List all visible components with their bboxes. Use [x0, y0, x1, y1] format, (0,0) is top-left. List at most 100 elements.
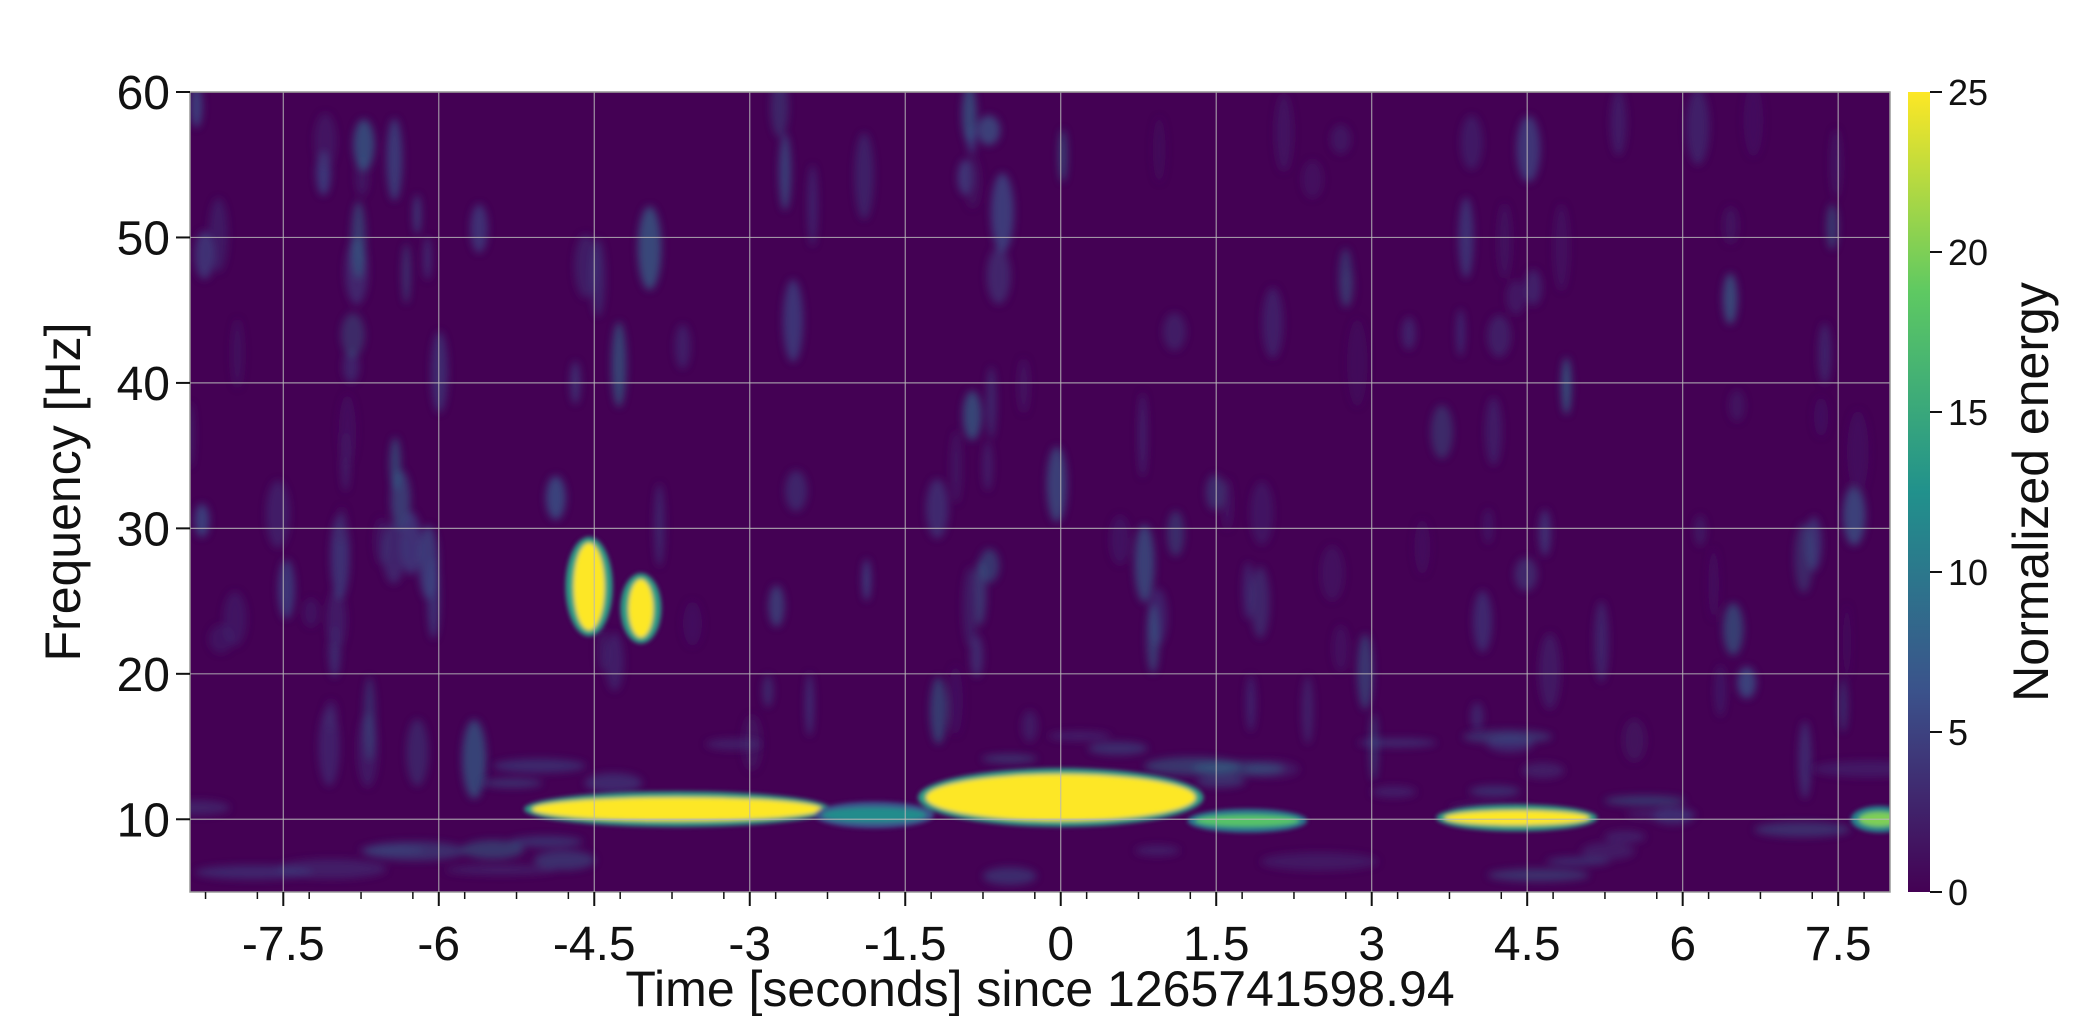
y-tick-label: 40 — [117, 358, 170, 411]
y-tick-label: 60 — [117, 67, 170, 120]
band-streak — [1469, 785, 1521, 797]
texture-streak — [950, 430, 963, 504]
texture-streak — [1245, 675, 1256, 732]
texture-streak — [966, 125, 977, 155]
band-streak — [1625, 810, 1697, 819]
band-streak — [1487, 868, 1590, 882]
texture-streak — [654, 483, 665, 567]
x-tick-label: -3 — [728, 918, 771, 971]
texture-streak — [427, 558, 440, 639]
texture-streak — [770, 92, 789, 138]
texture-streak — [400, 511, 422, 575]
texture-streak — [231, 318, 244, 389]
texture-streak — [190, 402, 195, 468]
texture-streak — [1686, 92, 1710, 165]
texture-streak — [1743, 92, 1764, 157]
texture-streak — [637, 206, 662, 290]
x-tick-label: 7.5 — [1805, 918, 1872, 971]
texture-streak — [970, 635, 984, 678]
y-tick-label: 20 — [117, 649, 170, 702]
texture-streak — [1301, 160, 1324, 199]
band-streak — [363, 841, 467, 861]
texture-streak — [326, 588, 347, 652]
texture-streak — [402, 243, 411, 304]
texture-streak — [1794, 522, 1813, 594]
hot-region — [822, 807, 926, 823]
band-streak — [533, 850, 596, 871]
texture-streak — [1369, 712, 1379, 781]
texture-streak — [605, 632, 624, 691]
texture-streak — [413, 194, 422, 235]
texture-streak — [190, 92, 203, 128]
band-streak — [1604, 795, 1686, 806]
texture-streak — [1146, 603, 1160, 674]
band-streak — [1088, 741, 1148, 756]
texture-streak — [1524, 269, 1543, 306]
x-tick-label: -7.5 — [242, 918, 325, 971]
texture-streak — [986, 366, 997, 439]
texture-streak — [1694, 515, 1706, 547]
texture-streak — [1338, 248, 1353, 308]
texture-streak — [1163, 312, 1186, 351]
texture-streak — [1250, 481, 1274, 545]
y-axis-label: Frequency [Hz] — [35, 322, 91, 661]
texture-streak — [1842, 604, 1851, 680]
texture-streak — [431, 331, 448, 413]
texture-streak — [1205, 474, 1225, 511]
x-tick-label: -1.5 — [864, 918, 947, 971]
x-axis-ticks: -7.5 -6 -4.5 -3 -1.5 0 1.5 3 4.5 6 7.5 — [204, 892, 1872, 971]
band-streak — [1812, 760, 1890, 778]
background-texture — [190, 92, 1869, 799]
band-streak — [1546, 856, 1611, 866]
band-streak — [509, 835, 583, 848]
band-streak — [1521, 762, 1565, 779]
texture-streak — [1262, 287, 1284, 359]
texture-streak — [1722, 273, 1738, 325]
texture-streak — [336, 506, 348, 544]
low-frequency-band — [190, 729, 1890, 886]
band-streak — [1357, 738, 1437, 748]
texture-streak — [1497, 203, 1512, 279]
band-streak — [1135, 845, 1180, 856]
texture-streak — [982, 441, 993, 491]
band-streak — [1370, 786, 1417, 798]
texture-streak — [590, 238, 606, 317]
texture-streak — [962, 566, 978, 648]
band-streak — [1260, 852, 1379, 871]
texture-streak — [266, 480, 290, 548]
texture-streak — [1138, 392, 1148, 478]
y-tick-label: 10 — [117, 794, 170, 847]
hot-region — [573, 542, 605, 631]
texture-streak — [386, 118, 403, 201]
texture-streak — [1842, 485, 1866, 546]
colorbar-ticks: 0 5 10 15 20 25 — [1930, 72, 1988, 913]
texture-streak — [406, 719, 429, 787]
texture-streak — [1483, 508, 1494, 544]
texture-streak — [1058, 129, 1067, 183]
band-streak — [705, 738, 762, 750]
band-streak — [981, 754, 1038, 764]
texture-streak — [363, 676, 376, 761]
colorbar-tick-label: 5 — [1948, 712, 1968, 753]
texture-streak — [1538, 509, 1551, 557]
texture-streak — [278, 559, 295, 620]
texture-streak — [1506, 280, 1526, 315]
texture-streak — [1622, 718, 1646, 762]
texture-streak — [1301, 675, 1314, 745]
texture-streak — [1594, 600, 1609, 683]
texture-streak — [1553, 203, 1570, 292]
band-streak — [445, 865, 556, 875]
texture-streak — [1539, 633, 1561, 710]
x-tick-label: 3 — [1358, 918, 1385, 971]
hot-region — [1195, 814, 1300, 827]
texture-streak — [1818, 322, 1832, 385]
band-streak — [584, 773, 643, 793]
texture-streak — [979, 548, 1000, 583]
texture-streak — [611, 321, 627, 408]
y-axis-ticks: 10 20 30 40 50 60 — [117, 67, 190, 847]
texture-streak — [1514, 557, 1538, 592]
texture-streak — [208, 198, 228, 273]
band-streak — [1192, 761, 1285, 776]
texture-streak — [194, 503, 210, 538]
